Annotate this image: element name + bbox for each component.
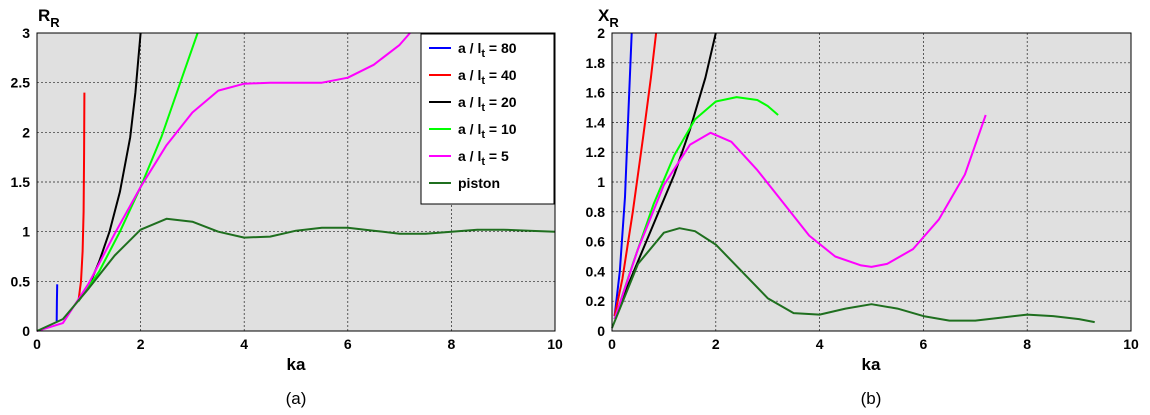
series-line-a-lt-5 xyxy=(36,32,411,332)
x-tick-label: 0 xyxy=(33,336,41,352)
y-tick-label: 1 xyxy=(22,224,30,240)
x-axis-label-a: ka xyxy=(287,355,306,374)
ticks-b: 0 2 4 6 8 10 0 0.2 0.4 0.6 0.8 1 1.2 1.4 1.6 1.8 2 xyxy=(586,25,1139,352)
y-tick-label: 2 xyxy=(22,124,30,140)
x-tick-label: 10 xyxy=(1123,336,1139,352)
chart-panel-a: 0 2 4 6 8 10 0 0.5 1 1.5 2 2.5 3 RR ka (a) a / lt = … xyxy=(11,6,563,408)
series-line-a-lt-5 xyxy=(613,114,987,320)
y-tick-label: 0 xyxy=(597,323,605,339)
y-axis-label-b: XR xyxy=(598,6,619,30)
x-tick-label: 8 xyxy=(1023,336,1031,352)
x-tick-label: 4 xyxy=(240,336,248,352)
y-tick-label: 1.4 xyxy=(586,114,606,130)
x-tick-label: 8 xyxy=(448,336,456,352)
ticks-a: 0 2 4 6 8 10 0 0.5 1 1.5 2 2.5 3 xyxy=(11,25,563,352)
legend-label: a / lt = 80 xyxy=(458,40,517,60)
series-a xyxy=(36,32,556,332)
plot-frame-a xyxy=(36,32,556,332)
series-line-piston xyxy=(611,227,1095,329)
y-tick-label: 0.6 xyxy=(586,234,606,250)
y-tick-label: 3 xyxy=(22,25,30,41)
x-tick-label: 6 xyxy=(920,336,928,352)
panel-label-b: (b) xyxy=(861,389,882,408)
series-line-a-lt-80 xyxy=(55,284,59,322)
legend-label: a / lt = 5 xyxy=(458,148,509,168)
series-line-a-lt-20 xyxy=(613,32,717,320)
x-tick-label: 10 xyxy=(547,336,563,352)
series-line-a-lt-40 xyxy=(77,92,86,302)
panel-label-a: (a) xyxy=(286,389,307,408)
series-line-a-lt-80 xyxy=(613,32,633,317)
legend-label: piston xyxy=(458,175,500,191)
plot-frame-b xyxy=(611,32,1132,332)
series-line-piston xyxy=(36,217,556,332)
grid-b xyxy=(612,33,1131,331)
legend-label: a / lt = 10 xyxy=(458,121,517,141)
series-line-a-lt-40 xyxy=(613,32,658,317)
x-tick-label: 6 xyxy=(344,336,352,352)
y-tick-label: 1 xyxy=(597,174,605,190)
series-b xyxy=(611,32,1095,329)
y-tick-label: 0.2 xyxy=(586,293,606,309)
y-tick-label: 1.8 xyxy=(586,55,606,71)
y-tick-label: 0.5 xyxy=(11,273,31,289)
y-tick-label: 1.5 xyxy=(11,174,31,190)
y-tick-label: 2.5 xyxy=(11,75,31,91)
legend: a / lt = 80 a / lt = 40 a / lt = 20 a / lt … xyxy=(420,33,555,205)
y-tick-label: 0.8 xyxy=(586,204,606,220)
x-tick-label: 0 xyxy=(608,336,616,352)
legend-box xyxy=(420,33,555,205)
x-axis-label-b: ka xyxy=(862,355,881,374)
y-tick-label: 0.4 xyxy=(586,263,606,279)
y-tick-label: 1.6 xyxy=(586,85,606,101)
y-tick-label: 1.2 xyxy=(586,144,606,160)
y-axis-label-a: RR xyxy=(38,6,60,30)
y-tick-label: 2 xyxy=(597,25,605,41)
x-tick-label: 4 xyxy=(816,336,824,352)
x-tick-label: 2 xyxy=(712,336,720,352)
x-tick-label: 2 xyxy=(137,336,145,352)
legend-label: a / lt = 20 xyxy=(458,94,517,114)
chart-panel-b: 0 2 4 6 8 10 0 0.2 0.4 0.6 0.8 1 1.2 1.4 1.6 1.8 2 XR ka… xyxy=(586,6,1139,408)
legend-label: a / lt = 40 xyxy=(458,67,517,87)
y-tick-label: 0 xyxy=(22,323,30,339)
